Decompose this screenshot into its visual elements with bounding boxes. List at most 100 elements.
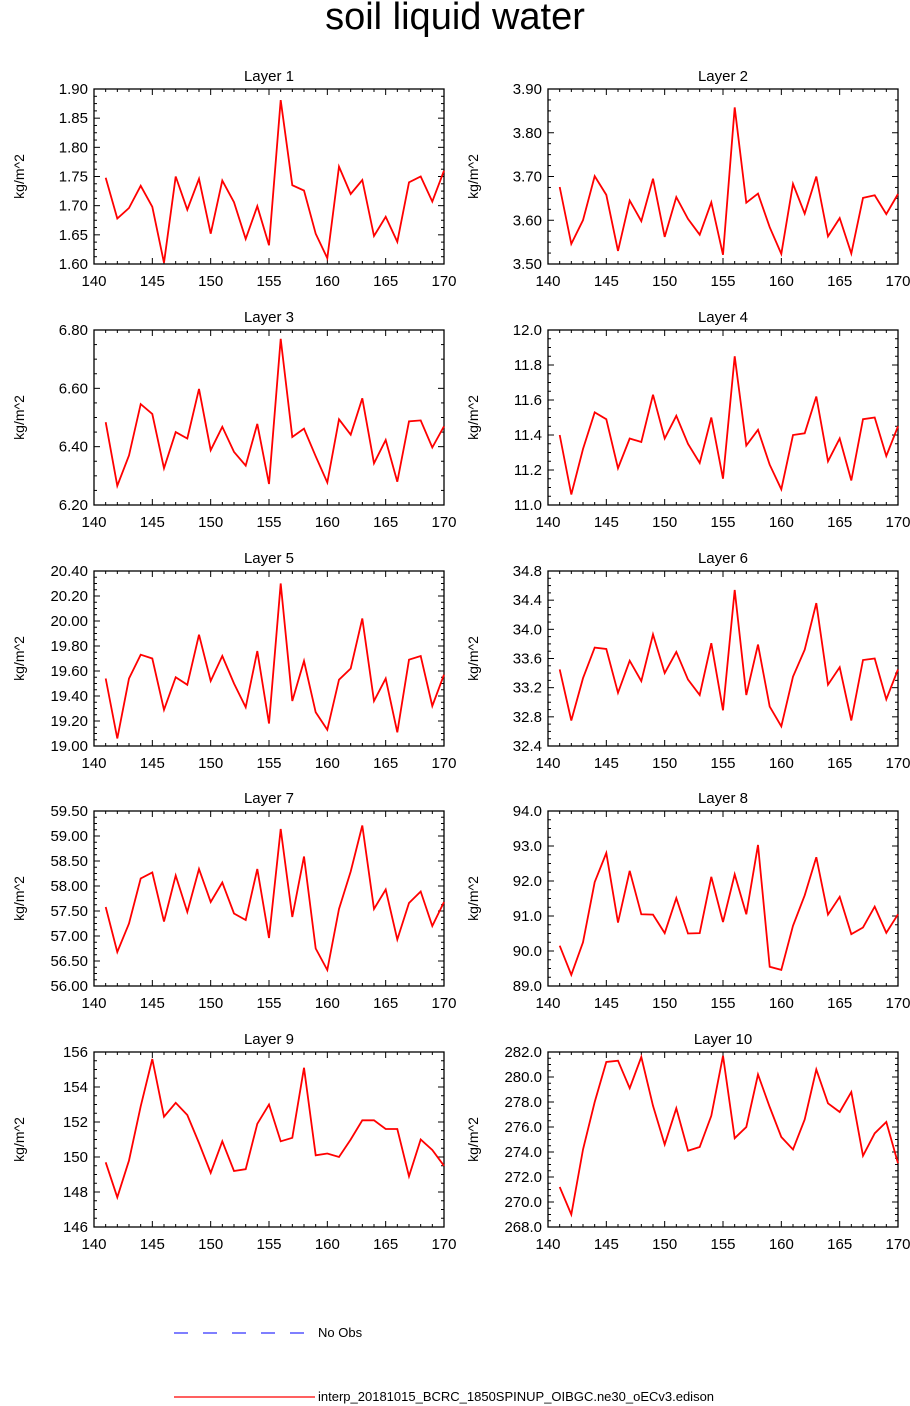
y-tick-label: 6.80 — [59, 322, 88, 339]
y-tick-label: 276.0 — [504, 1119, 542, 1136]
y-tick-label: 6.60 — [59, 380, 88, 397]
x-tick-label: 165 — [373, 995, 398, 1012]
plot-frame — [547, 1051, 899, 1228]
y-tick-label: 32.8 — [513, 709, 542, 726]
x-tick-label: 160 — [315, 514, 340, 531]
x-tick-label: 170 — [431, 755, 456, 772]
x-tick-label: 140 — [81, 995, 106, 1012]
y-tick-label: 58.50 — [50, 853, 88, 870]
x-tick-label: 155 — [256, 514, 281, 531]
y-tick-label: 272.0 — [504, 1169, 542, 1186]
x-tick-label: 140 — [535, 1236, 560, 1253]
y-tick-label: 268.0 — [504, 1219, 542, 1236]
x-tick-label: 140 — [81, 514, 106, 531]
y-tick-label: 34.4 — [513, 592, 542, 609]
y-tick-label: 58.00 — [50, 878, 88, 895]
y-tick-label: 282.0 — [504, 1044, 542, 1061]
series-line — [104, 99, 445, 263]
x-tick-label: 145 — [140, 995, 165, 1012]
panel-layer-4: Layer 4 kg/m^2 140 145 150 155 160 165 170 11.0 11… — [465, 309, 910, 531]
y-axis-label: kg/m^2 — [465, 1117, 481, 1162]
y-tick-label: 32.4 — [513, 738, 542, 755]
panel-layer-8: Layer 8 kg/m^2 140 145 150 155 160 165 170 89.0 90… — [465, 790, 910, 1012]
x-tick-label: 170 — [431, 995, 456, 1012]
x-tick-label: 160 — [769, 995, 794, 1012]
panel-layer-5: Layer 5 kg/m^2 140 145 150 155 160 165 170 19.00 1… — [11, 550, 457, 772]
y-tick-label: 6.40 — [59, 439, 88, 456]
x-tick-label: 170 — [885, 273, 910, 290]
y-tick-label: 56.00 — [50, 978, 88, 995]
x-tick-label: 150 — [198, 1236, 223, 1253]
y-tick-label: 156 — [63, 1044, 88, 1061]
y-tick-label: 1.85 — [59, 110, 88, 127]
y-tick-label: 154 — [63, 1079, 88, 1096]
y-axis-label: kg/m^2 — [465, 876, 481, 921]
x-tick-label: 160 — [769, 273, 794, 290]
y-axis-label: kg/m^2 — [11, 1117, 27, 1162]
y-tick-label: 20.20 — [50, 588, 88, 605]
y-tick-label: 94.0 — [513, 803, 542, 820]
x-tick-label: 170 — [431, 273, 456, 290]
x-tick-label: 155 — [256, 995, 281, 1012]
y-axis-label: kg/m^2 — [11, 876, 27, 921]
panel-title: Layer 6 — [698, 550, 748, 567]
panel-layer-6: Layer 6 kg/m^2 140 145 150 155 160 165 170 32.4 32… — [465, 550, 910, 772]
x-tick-label: 155 — [710, 514, 735, 531]
panel-layer-9: Layer 9 kg/m^2 140 145 150 155 160 165 170 146 148… — [11, 1031, 457, 1253]
x-tick-label: 150 — [198, 755, 223, 772]
x-tick-label: 160 — [769, 514, 794, 531]
x-tick-label: 160 — [769, 1236, 794, 1253]
x-tick-label: 140 — [535, 755, 560, 772]
panel-title: Layer 10 — [694, 1031, 752, 1048]
x-tick-label: 155 — [710, 755, 735, 772]
panel-title: Layer 1 — [244, 68, 294, 85]
y-tick-label: 3.50 — [513, 256, 542, 273]
x-tick-label: 140 — [535, 273, 560, 290]
x-tick-label: 165 — [373, 755, 398, 772]
panel-layer-7: Layer 7 kg/m^2 140 145 150 155 160 165 170 56.00 5… — [11, 790, 457, 1012]
x-tick-label: 145 — [140, 514, 165, 531]
y-tick-label: 19.20 — [50, 713, 88, 730]
y-tick-label: 34.0 — [513, 621, 542, 638]
series-line — [104, 1058, 445, 1201]
y-axis-label: kg/m^2 — [11, 154, 27, 199]
x-tick-label: 160 — [315, 273, 340, 290]
x-tick-label: 140 — [81, 273, 106, 290]
x-tick-label: 165 — [827, 273, 852, 290]
y-tick-label: 92.0 — [513, 873, 542, 890]
x-tick-label: 160 — [769, 755, 794, 772]
x-tick-label: 155 — [256, 755, 281, 772]
series-line — [558, 589, 899, 729]
x-tick-label: 165 — [827, 1236, 852, 1253]
y-tick-label: 33.2 — [513, 680, 542, 697]
y-tick-label: 280.0 — [504, 1069, 542, 1086]
series-line — [558, 1053, 899, 1218]
y-tick-label: 1.70 — [59, 198, 88, 215]
series-line — [104, 825, 445, 973]
series-line — [558, 107, 899, 258]
y-tick-label: 56.50 — [50, 953, 88, 970]
y-axis-label: kg/m^2 — [465, 636, 481, 681]
y-tick-label: 3.90 — [513, 81, 542, 98]
y-tick-label: 148 — [63, 1184, 88, 1201]
y-tick-label: 11.2 — [514, 462, 542, 479]
plot-frame — [547, 810, 899, 987]
x-tick-label: 160 — [315, 995, 340, 1012]
x-tick-label: 140 — [81, 1236, 106, 1253]
x-tick-label: 155 — [710, 1236, 735, 1253]
y-tick-label: 270.0 — [504, 1194, 542, 1211]
x-tick-label: 170 — [885, 1236, 910, 1253]
y-tick-label: 33.6 — [513, 651, 542, 668]
y-tick-label: 19.40 — [50, 688, 88, 705]
y-tick-label: 1.90 — [59, 81, 88, 98]
x-tick-label: 150 — [198, 514, 223, 531]
x-tick-label: 155 — [256, 1236, 281, 1253]
plot-frame — [93, 810, 445, 987]
y-tick-label: 20.00 — [50, 613, 88, 630]
panel-title: Layer 9 — [244, 1031, 294, 1048]
y-tick-label: 1.80 — [59, 139, 88, 156]
panel-title: Layer 4 — [698, 309, 748, 326]
x-tick-label: 150 — [198, 273, 223, 290]
y-axis-label: kg/m^2 — [465, 154, 481, 199]
